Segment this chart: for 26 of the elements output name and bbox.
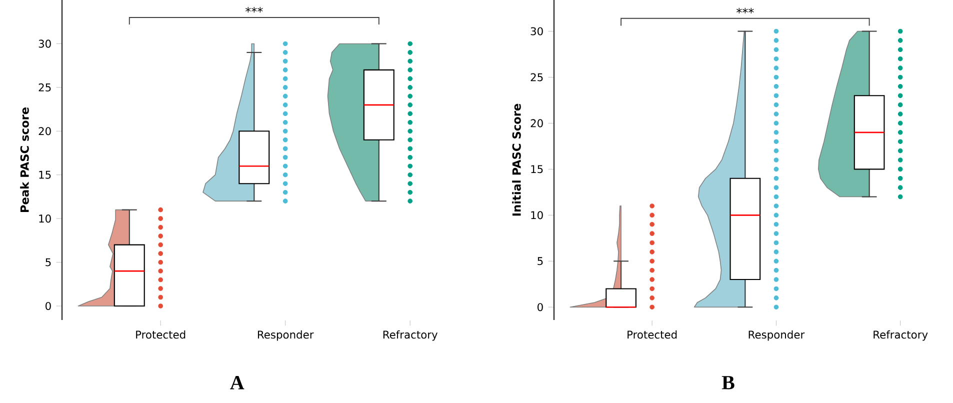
y-tick-label: 5 <box>46 258 51 266</box>
y-axis-title: Initial PASC Score <box>512 104 521 216</box>
text: A <box>230 376 244 390</box>
annotation: *** <box>246 6 263 12</box>
y-tick-label: 30 <box>38 40 51 48</box>
y-tick-label: 10 <box>39 214 51 223</box>
y-axis-title: Peak PASC score <box>20 108 29 212</box>
y-tick-label: 10 <box>531 211 543 220</box>
y-tick-label: 5 <box>538 257 543 266</box>
y-tick-label: 15 <box>39 170 51 179</box>
y-tick-label: 30 <box>530 27 543 36</box>
x-tick-label: Refractory <box>874 330 928 341</box>
x-tick-label: Protected <box>628 330 677 339</box>
x-tick-label: Protected <box>136 330 186 339</box>
x-tick-label: Refractory <box>383 330 438 341</box>
x-tick-label: Responder <box>748 330 805 341</box>
y-tick-label: 0 <box>538 303 543 312</box>
y-tick-label: 20 <box>38 127 51 136</box>
y-tick-label: 15 <box>531 165 543 174</box>
y-tick-label: 25 <box>530 73 543 82</box>
annotation: *** <box>736 8 754 14</box>
text: B <box>722 376 734 390</box>
y-tick-label: 25 <box>38 83 51 92</box>
y-tick-label: 0 <box>46 302 51 310</box>
x-tick-label: Responder <box>258 330 314 341</box>
y-tick-label: 20 <box>530 119 543 128</box>
